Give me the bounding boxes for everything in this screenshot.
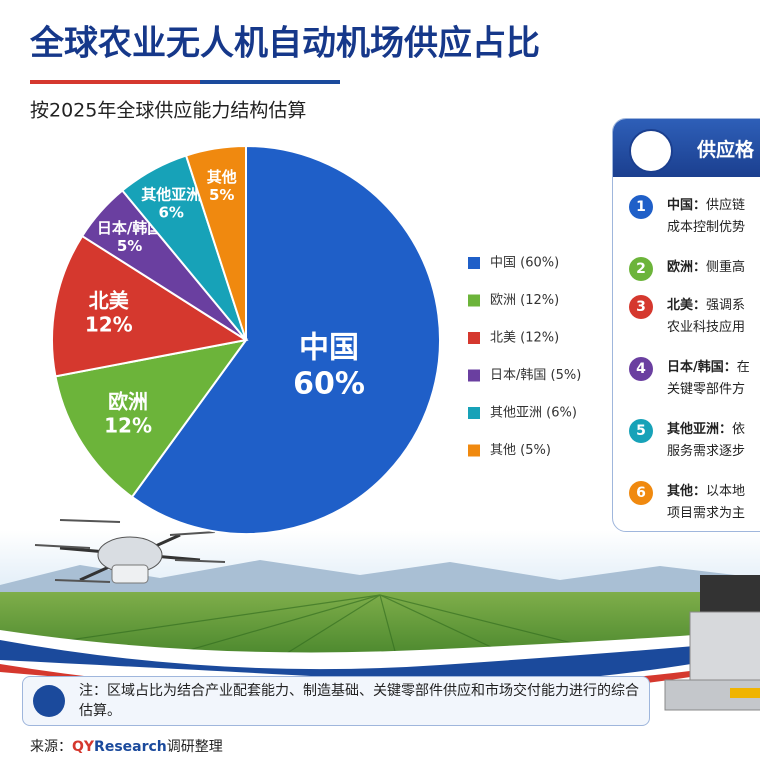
slice-category: 中国 — [299, 330, 359, 365]
slice-value: 5% — [209, 186, 234, 204]
legend-label: 日本/韩国 (5%) — [490, 368, 581, 383]
item-body-line2: 关键零部件方 — [667, 382, 746, 397]
subtitle: 按2025年全球供应能力结构估算 — [30, 100, 306, 122]
item-body: 以本地 — [706, 484, 746, 499]
side-panel: 供应格 1 中国：供应链 成本控制优势 2 欧洲：侧重高 3 北美：强调系 农业科技应用 4 日本… — [612, 118, 760, 532]
legend-label: 欧洲 (12%) — [490, 293, 559, 308]
legend-swatch — [468, 257, 480, 269]
legend-swatch — [468, 369, 480, 382]
pie-slice — [54, 338, 249, 499]
legend-swatch — [468, 332, 480, 344]
item-body-line2: 服务需求逐步 — [667, 444, 746, 459]
slice-category: 日本/韩国 — [97, 219, 162, 237]
legend-swatch — [468, 294, 480, 307]
pie-slice — [184, 144, 247, 341]
item-body-line2: 成本控制优势 — [667, 220, 746, 235]
note-icon — [33, 685, 65, 717]
slice-category: 其他 — [207, 168, 237, 186]
source-label: 来源： — [30, 739, 72, 755]
item-number: 3 — [629, 295, 653, 319]
legend-label: 其他亚洲 (6%) — [490, 406, 577, 421]
item-lead: 日本/韩国： — [667, 360, 737, 375]
item-text: 其他亚洲：依服务需求逐步 — [667, 419, 745, 463]
item-body: 在 — [736, 360, 750, 375]
source-brand: Research — [94, 739, 167, 755]
pie-slice — [51, 234, 249, 378]
item-body: 依 — [732, 422, 746, 437]
item-body: 侧重高 — [706, 260, 746, 275]
legend-label: 北美 (12%) — [490, 331, 559, 346]
item-number: 5 — [629, 419, 653, 443]
legend-label: 其他 (5%) — [490, 443, 551, 458]
title-rule-red — [30, 80, 200, 84]
slice-category: 北美 — [89, 288, 130, 312]
source-brand: QY — [72, 739, 95, 755]
item-number: 6 — [629, 481, 653, 505]
slice-value: 12% — [85, 312, 133, 336]
legend-swatch — [468, 407, 480, 419]
slice-category: 其他亚洲 — [141, 185, 201, 203]
item-lead: 欧洲： — [667, 260, 707, 275]
slice-value: 5% — [117, 237, 142, 255]
slice-category: 欧洲 — [108, 389, 148, 413]
drone — [34, 519, 226, 584]
legend-label: 中国 (60%) — [490, 256, 559, 271]
item-body-line2: 农业科技应用 — [667, 320, 746, 335]
slice-value: 60% — [293, 366, 365, 401]
slice-value: 6% — [158, 203, 183, 221]
item-body: 供应链 — [706, 198, 746, 213]
legend-swatch — [468, 444, 480, 457]
title-rule-blue — [200, 80, 340, 84]
note: 注：区域占比为结合产业配套能力、制造基础、关键零部件供应和市场交付能力进行的综合… — [79, 683, 639, 719]
item-text: 其他：以本地项目需求为主 — [667, 481, 745, 525]
item-text: 中国：供应链成本控制优势 — [667, 195, 745, 239]
item-lead: 其他： — [667, 484, 707, 499]
pie-slice — [130, 144, 441, 535]
item-number: 2 — [629, 257, 653, 281]
item-text: 日本/韩国：在关键零部件方 — [667, 357, 750, 401]
item-lead: 北美： — [667, 298, 707, 313]
item-text: 北美：强调系农业科技应用 — [667, 295, 745, 339]
item-number: 4 — [629, 357, 653, 381]
drone-station — [664, 575, 760, 711]
item-number: 1 — [629, 195, 653, 219]
slice-value: 12% — [104, 413, 152, 437]
note-box: 注：区域占比为结合产业配套能力、制造基础、关键零部件供应和市场交付能力进行的综合… — [22, 676, 650, 726]
source: 来源：QYResearch调研整理 — [30, 736, 223, 756]
source-text: 调研整理 — [166, 739, 223, 755]
item-body-line2: 项目需求为主 — [667, 506, 746, 521]
item-lead: 中国： — [667, 198, 707, 213]
item-lead: 其他亚洲： — [667, 422, 733, 437]
item-text: 欧洲：侧重高 — [667, 257, 745, 279]
title: 全球农业无人机自动机场供应占比 — [29, 24, 540, 64]
item-body: 强调系 — [706, 298, 746, 313]
panel-icon — [629, 129, 673, 173]
